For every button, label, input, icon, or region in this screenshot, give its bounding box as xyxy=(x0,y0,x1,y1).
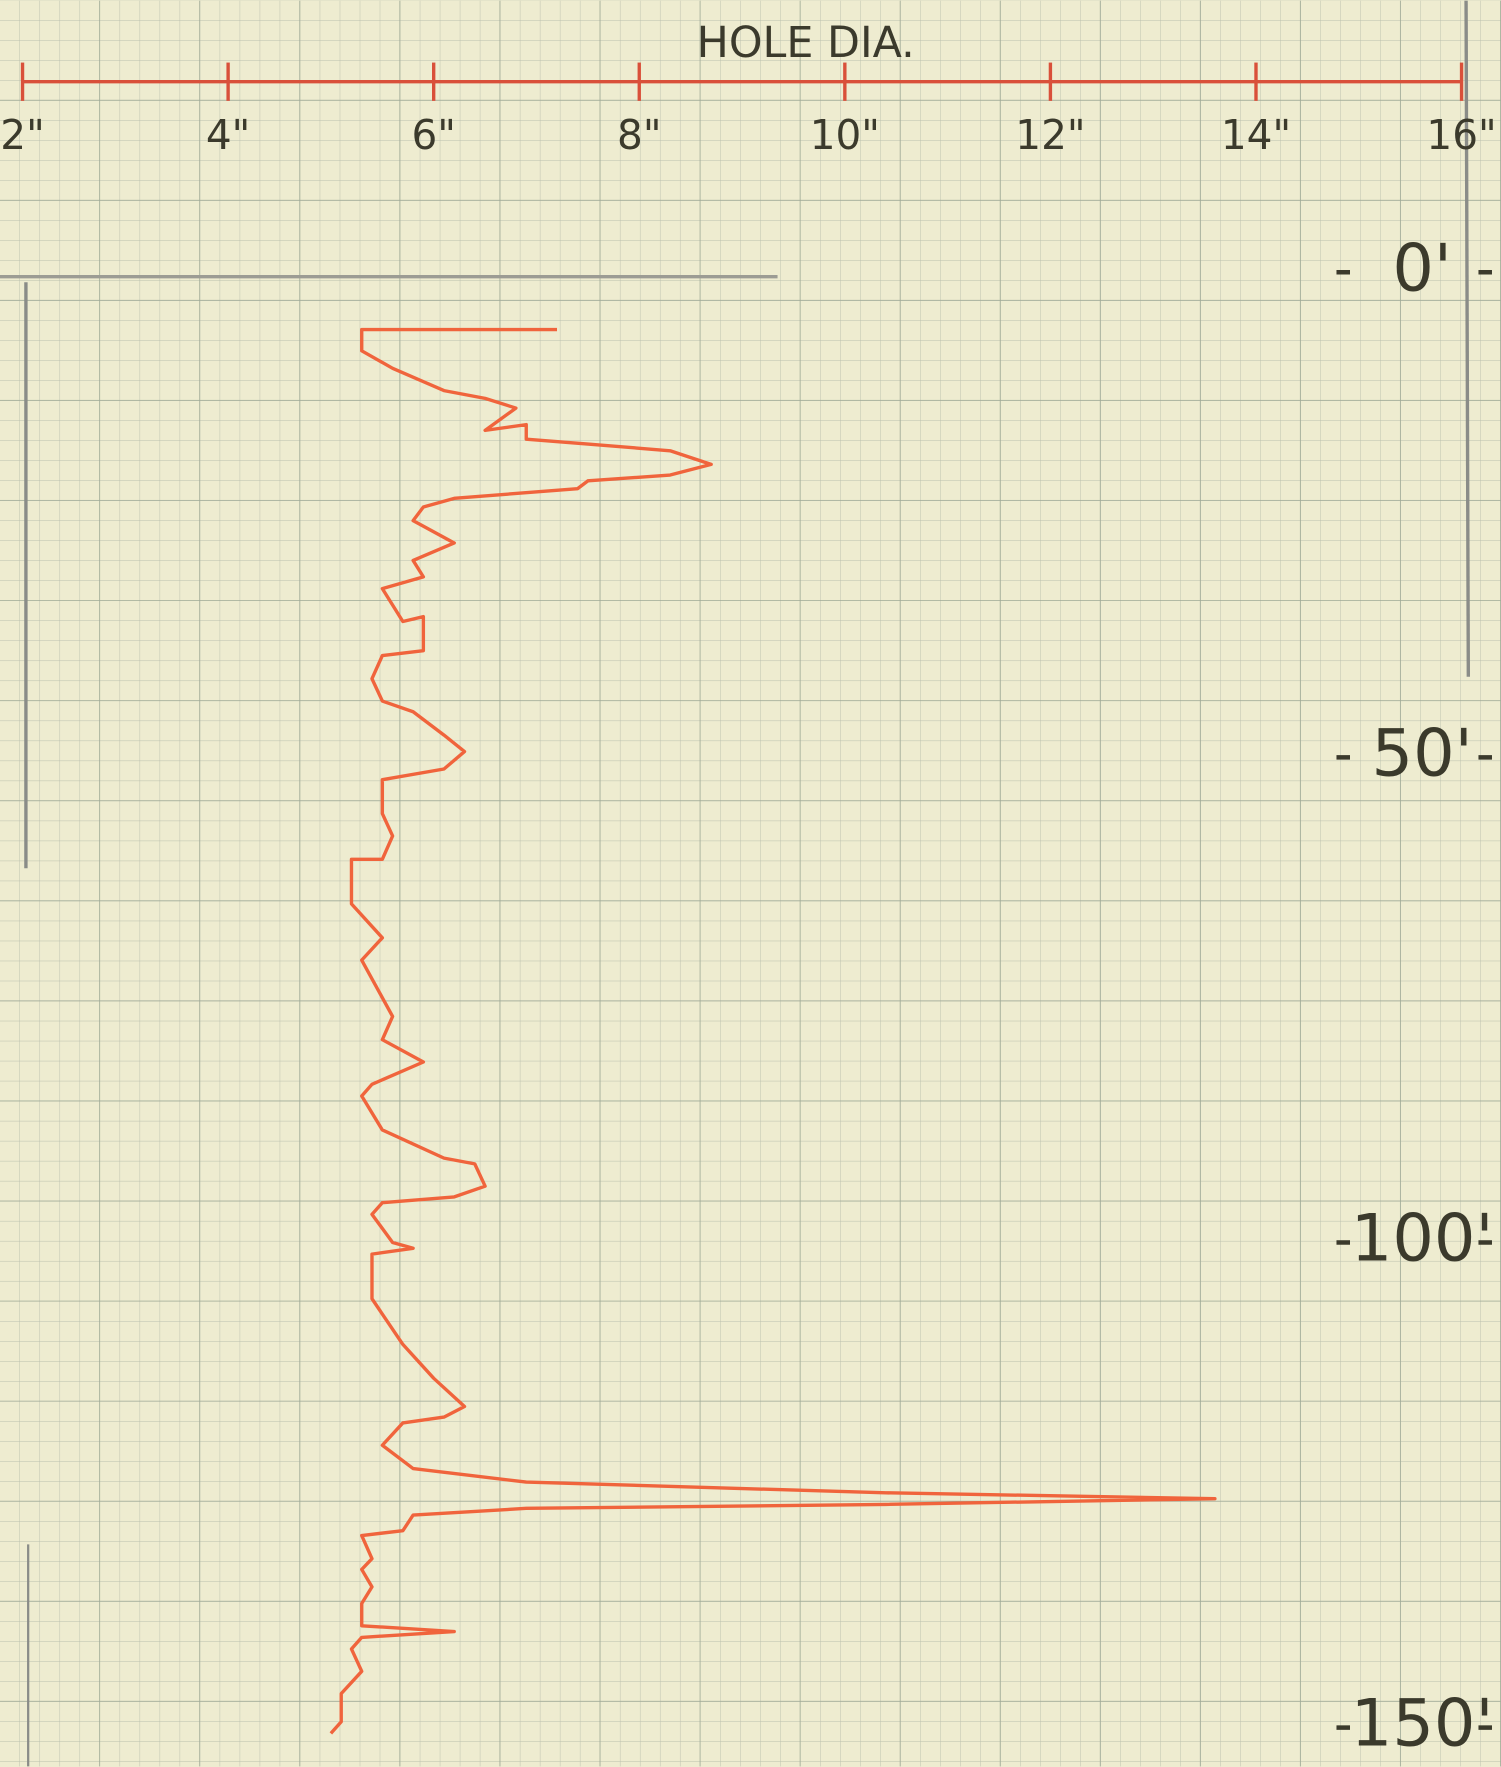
caliper-trace xyxy=(329,327,1217,1735)
y-tick-label: 150' xyxy=(1351,1686,1494,1762)
x-tick-label: 6" xyxy=(411,111,455,159)
x-tick-label: 12" xyxy=(1015,111,1085,159)
y-tick-label: 0' xyxy=(1392,230,1452,306)
x-tick-label: 10" xyxy=(810,111,880,159)
x-tick-label: 14" xyxy=(1221,111,1291,159)
y-tick-label: 100' xyxy=(1351,1201,1494,1277)
plot: 2" 4" 6" 8" 10" 12" 14" 16" 0' 50' 100' 150' xyxy=(0,62,1497,1762)
chart-title: HOLE DIA. xyxy=(697,18,915,68)
x-tick-label: 16" xyxy=(1426,111,1496,159)
frame-line xyxy=(1464,0,1471,677)
x-tick-label: 4" xyxy=(206,111,250,159)
x-tick-label: 8" xyxy=(617,111,661,159)
x-tick-label: 2" xyxy=(0,111,44,159)
y-tick-label: 50' xyxy=(1372,715,1473,791)
